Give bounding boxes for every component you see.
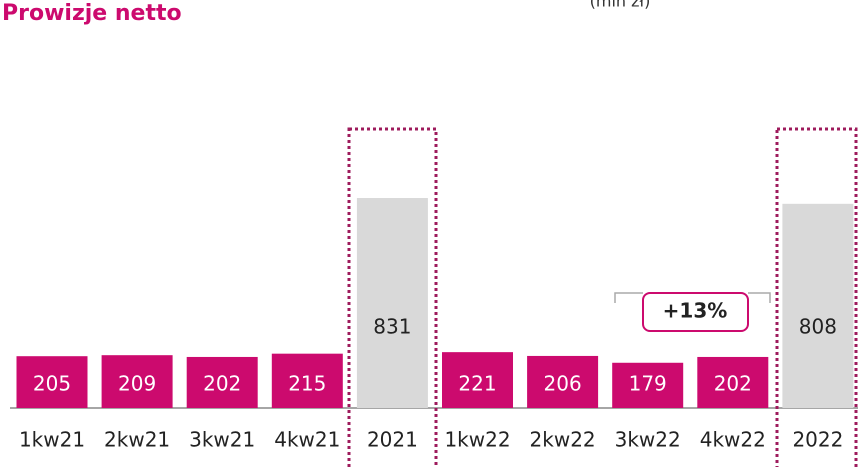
bar (782, 203, 854, 408)
chart-subtitle: (mln zł) (590, 0, 651, 11)
bar-value-label: 808 (799, 315, 837, 339)
bar (186, 356, 258, 408)
bar-value-label: 221 (458, 372, 496, 396)
x-tick-label: 2021 (367, 428, 418, 452)
x-tick-label: 4kw22 (700, 428, 766, 452)
bar-value-label: 215 (288, 372, 326, 396)
x-tick-label: 4kw21 (274, 428, 340, 452)
annotation-box (642, 292, 749, 332)
annotation: +13% (663, 299, 728, 323)
bar-value-label: 206 (544, 372, 582, 396)
highlight-box (347, 127, 438, 467)
bar (101, 355, 173, 408)
bar (16, 356, 88, 408)
bar (356, 198, 428, 408)
bar-value-label: 202 (203, 372, 241, 396)
bar-value-label: 831 (373, 315, 411, 339)
x-tick-label: 3kw22 (615, 428, 681, 452)
bar (442, 352, 513, 408)
bar-value-label: 205 (33, 372, 71, 396)
bar (612, 362, 684, 408)
bar (271, 353, 343, 408)
x-tick-label: 2kw22 (530, 428, 596, 452)
bar-value-label: 202 (714, 372, 752, 396)
bar (697, 356, 769, 408)
bar-value-label: 209 (118, 372, 156, 396)
highlight-box (775, 127, 858, 467)
x-tick-label: 3kw21 (189, 428, 255, 452)
chart-title: Prowizje netto (2, 1, 182, 26)
x-tick-label: 1kw21 (19, 428, 85, 452)
x-tick-label: 1kw22 (444, 428, 510, 452)
bar (527, 355, 599, 408)
bracket (614, 292, 771, 303)
x-tick-label: 2kw21 (104, 428, 170, 452)
bar-value-label: 179 (629, 372, 667, 396)
x-tick-label: 2022 (792, 428, 843, 452)
